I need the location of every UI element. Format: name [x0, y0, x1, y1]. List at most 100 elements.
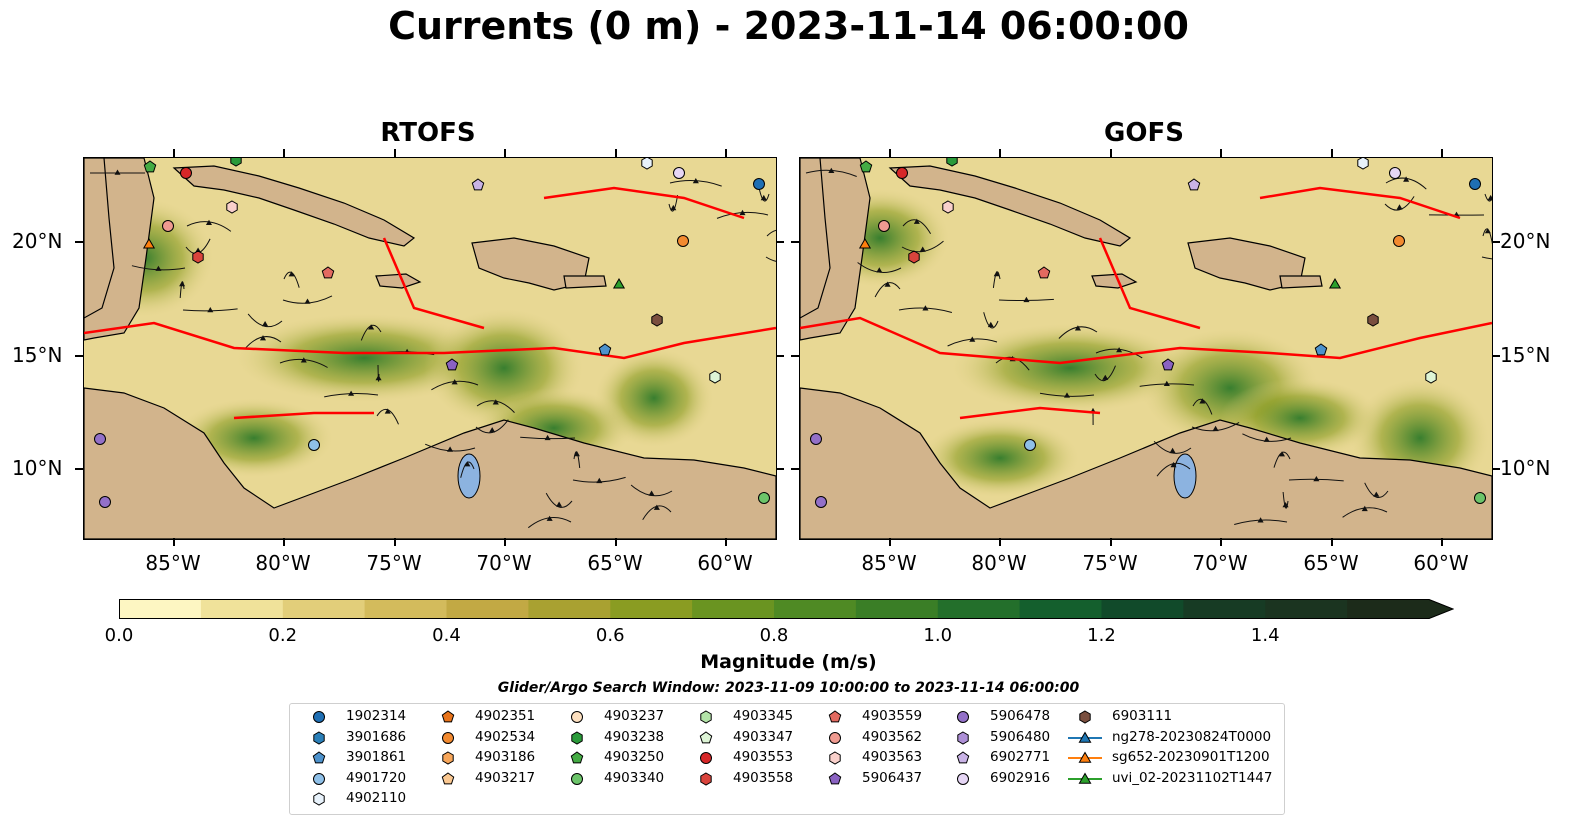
legend-marker	[313, 711, 325, 723]
streamline-arrow	[544, 434, 551, 441]
float-marker	[673, 167, 685, 179]
float-marker	[471, 178, 485, 191]
streamline-arrow	[1279, 451, 1285, 457]
legend-marker	[571, 711, 583, 723]
lon-label-80w-rtofs: 80°W	[255, 551, 311, 575]
colorbar-tick-label: 0.8	[759, 625, 789, 646]
lon-label-60w-gofs: 60°W	[1413, 551, 1469, 575]
colorbar-cell	[855, 599, 939, 619]
axis-tick	[791, 468, 799, 470]
axis-tick	[283, 149, 285, 157]
axis-tick	[1110, 149, 1112, 157]
axis-tick	[1220, 149, 1222, 157]
float-marker	[308, 439, 320, 451]
streamline	[475, 419, 509, 434]
axis-tick	[1492, 355, 1500, 357]
streamline-arrow	[884, 281, 891, 287]
legend-marker	[1068, 751, 1102, 763]
legend-label: 3901861	[346, 749, 407, 765]
float-marker	[598, 343, 612, 356]
legend-label: 6902916	[990, 769, 1051, 786]
axis-tick	[1331, 149, 1333, 157]
colorbar-cell	[774, 599, 857, 619]
colorbar-tick-label: 0.4	[432, 625, 461, 646]
float-marker	[651, 313, 663, 327]
streamline-arrow	[492, 399, 499, 405]
streamline-arrow	[739, 209, 746, 216]
streamline-arrow	[259, 335, 266, 341]
axis-tick	[889, 149, 891, 157]
colorbar-cell	[1101, 599, 1184, 619]
streamline	[247, 313, 283, 328]
float-marker	[94, 433, 106, 445]
legend-label: 4903559	[862, 708, 923, 724]
colorbar-tick-label: 1.0	[923, 625, 953, 646]
streamline-arrow	[760, 194, 767, 201]
land-mass	[563, 275, 607, 289]
axis-tick	[75, 355, 83, 357]
speed-blob	[920, 418, 1080, 498]
float-marker	[1187, 178, 1201, 191]
current-map-gofs	[800, 158, 1492, 539]
streamline-arrow	[1212, 425, 1219, 432]
lat-label-10n-left: 10°N	[12, 456, 63, 480]
land-mass	[800, 158, 831, 319]
float-marker	[1425, 370, 1437, 384]
colorbar-outline	[119, 599, 1454, 619]
axis-tick	[889, 538, 891, 546]
legend-label: 4902351	[475, 708, 536, 724]
streamline-arrow	[1199, 398, 1206, 404]
streamline-arrow	[304, 298, 311, 304]
legend-label: sg652-20230901T1200	[1112, 749, 1270, 765]
float-marker	[942, 200, 954, 214]
legend-marker	[700, 710, 712, 724]
axis-tick	[1220, 538, 1222, 546]
axis-tick	[1441, 149, 1443, 157]
legend-marker	[571, 772, 583, 785]
legend-label: 4902110	[346, 790, 407, 806]
lat-label-10n-right: 10°N	[1500, 456, 1551, 480]
streamline-arrow	[670, 204, 677, 211]
legend-label: 4903237	[604, 708, 665, 724]
streamline-arrow	[375, 375, 382, 381]
legend-label: 5906478	[990, 708, 1051, 724]
colorbar-cell	[1019, 599, 1102, 619]
streamline	[983, 312, 999, 329]
axis-tick	[615, 538, 617, 546]
float-marker	[810, 433, 822, 445]
axis-tick	[1331, 538, 1333, 546]
legend-marker	[957, 772, 969, 785]
streamline-arrow	[1484, 228, 1491, 234]
colorbar-cell	[119, 599, 202, 619]
streamline-arrow	[1282, 502, 1289, 508]
streamline-arrow	[876, 267, 883, 273]
lake-maracaibo	[1173, 453, 1197, 499]
streamline-arrow	[1116, 347, 1123, 353]
streamline-arrow	[573, 451, 580, 457]
float-marker	[445, 358, 459, 371]
legend-label: 4902534	[475, 728, 536, 745]
axis-tick	[776, 355, 784, 357]
colorbar-tick-label: 1.4	[1250, 625, 1280, 646]
legend-label: 4903553	[733, 749, 794, 765]
legend: 1902314 3901686 3901861 4901720 4902110 49023…	[289, 703, 1285, 815]
streamline-arrow	[828, 167, 835, 173]
current-map-rtofs	[84, 158, 776, 539]
axis-tick	[173, 149, 175, 157]
streamline	[766, 229, 776, 237]
streamline-arrow	[368, 324, 375, 330]
legend-label: 5906437	[862, 769, 923, 786]
colorbar-cell	[528, 599, 611, 619]
search-window-caption: Glider/Argo Search Window: 2023-11-09 10…	[497, 680, 1080, 696]
legend-marker	[828, 710, 842, 723]
lake-maracaibo	[457, 453, 481, 499]
streamline-arrow	[969, 336, 976, 342]
axis-tick	[999, 538, 1001, 546]
legend-marker	[957, 711, 969, 723]
lon-label-70w-gofs: 70°W	[1192, 551, 1248, 575]
lon-label-65w-gofs: 65°W	[1303, 551, 1359, 575]
float-marker	[143, 160, 157, 173]
colorbar-tick-label: 0.6	[595, 625, 625, 646]
float-marker	[1389, 167, 1401, 179]
float-marker	[1393, 235, 1405, 247]
